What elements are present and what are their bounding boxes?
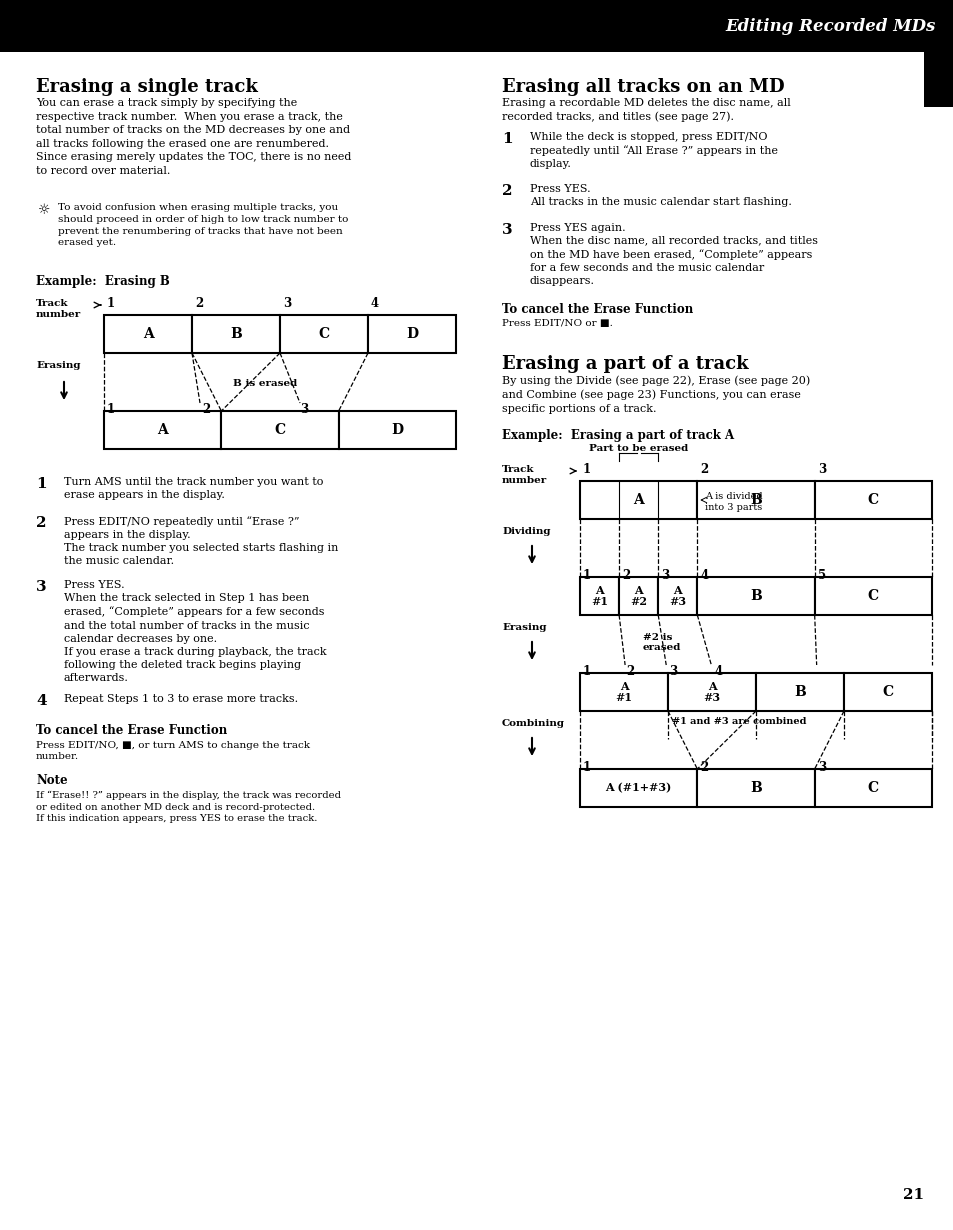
Text: 1: 1 xyxy=(582,761,591,774)
Bar xyxy=(368,315,456,353)
Text: 2: 2 xyxy=(621,569,630,582)
Text: Example:  Erasing a part of track A: Example: Erasing a part of track A xyxy=(501,429,734,442)
Text: Turn AMS until the track number you want to
erase appears in the display.: Turn AMS until the track number you want… xyxy=(64,477,323,501)
Text: 2: 2 xyxy=(625,665,634,678)
Bar xyxy=(923,52,953,107)
Text: Example:  Erasing B: Example: Erasing B xyxy=(36,276,170,288)
Text: B: B xyxy=(230,327,242,341)
Text: Erasing a part of a track: Erasing a part of a track xyxy=(501,355,748,373)
Text: 1: 1 xyxy=(582,665,591,678)
Text: Editing Recorded MDs: Editing Recorded MDs xyxy=(725,17,935,34)
Text: Repeat Steps 1 to 3 to erase more tracks.: Repeat Steps 1 to 3 to erase more tracks… xyxy=(64,694,297,704)
Bar xyxy=(0,0,619,52)
Bar xyxy=(814,577,931,615)
Text: B is erased: B is erased xyxy=(233,379,296,387)
Bar xyxy=(658,577,697,615)
Text: 3: 3 xyxy=(817,462,825,476)
Text: Press EDIT/NO repeatedly until “Erase ?”
appears in the display.
The track numbe: Press EDIT/NO repeatedly until “Erase ?”… xyxy=(64,517,338,566)
Bar xyxy=(579,769,697,807)
Text: Erasing: Erasing xyxy=(36,360,80,370)
Text: B: B xyxy=(749,781,761,795)
Text: To avoid confusion when erasing multiple tracks, you
should proceed in order of : To avoid confusion when erasing multiple… xyxy=(58,203,348,247)
Text: Press YES.
All tracks in the music calendar start flashing.: Press YES. All tracks in the music calen… xyxy=(530,183,791,207)
Text: 2: 2 xyxy=(700,761,708,774)
Text: Erasing a recordable MD deletes the disc name, all
recorded tracks, and titles (: Erasing a recordable MD deletes the disc… xyxy=(501,98,790,123)
Text: D: D xyxy=(406,327,417,341)
Text: Press EDIT/NO, ■, or turn AMS to change the track
number.: Press EDIT/NO, ■, or turn AMS to change … xyxy=(36,740,310,761)
Text: 3: 3 xyxy=(668,665,677,678)
Text: 2: 2 xyxy=(501,183,512,198)
Text: Erasing a single track: Erasing a single track xyxy=(36,77,257,96)
Bar xyxy=(0,0,953,52)
Text: You can erase a track simply by specifying the
respective track number.  When yo: You can erase a track simply by specifyi… xyxy=(36,98,351,176)
Bar xyxy=(618,577,658,615)
Text: Press YES.
When the track selected in Step 1 has been
erased, “Complete” appears: Press YES. When the track selected in St… xyxy=(64,581,326,684)
Bar xyxy=(338,411,456,449)
Text: 3: 3 xyxy=(36,581,47,594)
Text: #1 and #3 are combined: #1 and #3 are combined xyxy=(671,717,805,726)
Text: A: A xyxy=(143,327,153,341)
Bar xyxy=(697,769,814,807)
Text: 1: 1 xyxy=(107,403,115,416)
Text: A (#1+#3): A (#1+#3) xyxy=(605,782,671,793)
Bar xyxy=(697,577,814,615)
Bar xyxy=(221,411,338,449)
Text: 3: 3 xyxy=(817,761,825,774)
Text: C: C xyxy=(318,327,329,341)
Text: 3: 3 xyxy=(299,403,308,416)
Text: 4: 4 xyxy=(36,694,47,708)
Bar xyxy=(814,481,931,519)
Text: C: C xyxy=(867,781,878,795)
Text: 21: 21 xyxy=(902,1188,923,1202)
Text: Erasing: Erasing xyxy=(501,624,546,632)
Bar xyxy=(755,673,843,711)
Bar xyxy=(579,577,618,615)
Text: If “Erase!! ?” appears in the display, the track was recorded
or edited on anoth: If “Erase!! ?” appears in the display, t… xyxy=(36,791,340,823)
Text: 4: 4 xyxy=(700,569,708,582)
Text: A
#2: A #2 xyxy=(630,584,646,608)
Text: 2: 2 xyxy=(700,462,708,476)
Text: 2: 2 xyxy=(36,517,47,530)
Text: A
#1: A #1 xyxy=(615,680,632,704)
Bar xyxy=(280,315,368,353)
Bar xyxy=(667,673,755,711)
Text: 3: 3 xyxy=(283,296,291,310)
Text: Press EDIT/NO or ■.: Press EDIT/NO or ■. xyxy=(501,319,612,328)
Text: 1: 1 xyxy=(36,477,47,491)
Text: Combining: Combining xyxy=(501,720,564,728)
Text: #2 is
erased: #2 is erased xyxy=(642,633,680,652)
Text: 1: 1 xyxy=(501,132,512,146)
Bar xyxy=(814,769,931,807)
Text: 1: 1 xyxy=(582,462,591,476)
Bar xyxy=(192,315,280,353)
Text: 3: 3 xyxy=(660,569,669,582)
Text: C: C xyxy=(867,493,878,507)
Text: A
#1: A #1 xyxy=(591,584,607,608)
Text: Note: Note xyxy=(36,775,68,787)
Bar xyxy=(579,673,667,711)
Text: Track
number: Track number xyxy=(36,299,81,319)
Text: To cancel the Erase Function: To cancel the Erase Function xyxy=(36,724,227,738)
Text: A
#3: A #3 xyxy=(668,584,685,608)
Text: C: C xyxy=(882,685,893,699)
Text: B: B xyxy=(793,685,805,699)
Text: 2: 2 xyxy=(194,296,203,310)
Text: By using the Divide (see page 22), Erase (see page 20)
and Combine (see page 23): By using the Divide (see page 22), Erase… xyxy=(501,375,809,413)
Text: Press YES again.
When the disc name, all recorded tracks, and titles
on the MD h: Press YES again. When the disc name, all… xyxy=(530,223,817,287)
Text: While the deck is stopped, press EDIT/NO
repeatedly until “All Erase ?” appears : While the deck is stopped, press EDIT/NO… xyxy=(530,132,778,170)
Text: 3: 3 xyxy=(501,223,512,236)
Text: D: D xyxy=(391,423,403,437)
Text: B: B xyxy=(749,589,761,603)
Text: Dividing: Dividing xyxy=(501,526,550,536)
Bar xyxy=(104,411,221,449)
Bar xyxy=(579,481,697,519)
Bar xyxy=(697,481,814,519)
Text: A: A xyxy=(633,493,643,507)
Text: 4: 4 xyxy=(714,665,721,678)
Text: 2: 2 xyxy=(202,403,210,416)
Text: 1: 1 xyxy=(107,296,115,310)
Text: C: C xyxy=(867,589,878,603)
Text: 1: 1 xyxy=(582,569,591,582)
Bar xyxy=(843,673,931,711)
Text: B: B xyxy=(749,493,761,507)
